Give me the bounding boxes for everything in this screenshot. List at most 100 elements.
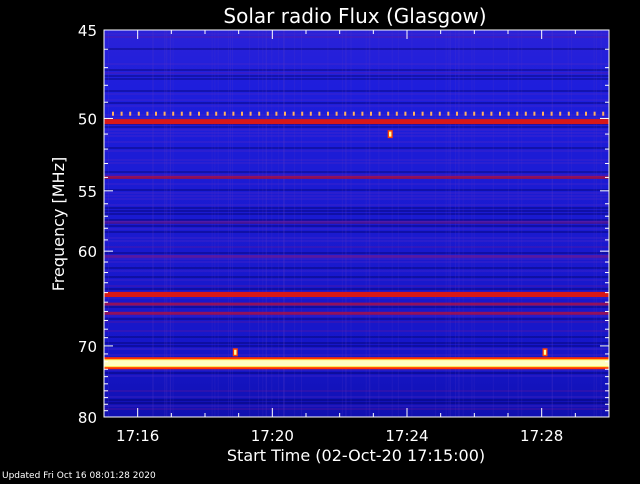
plot-area	[104, 30, 609, 417]
comb-dot	[378, 111, 381, 116]
interference-band	[104, 302, 609, 306]
texture-stripe	[104, 102, 609, 104]
comb-dot	[206, 111, 209, 116]
texture-stripe	[104, 117, 609, 119]
texture-stripe	[104, 207, 609, 209]
texture-stripe	[104, 162, 609, 164]
texture-stripe	[104, 141, 609, 143]
comb-dot	[172, 111, 175, 116]
y-tick-label: 80	[78, 409, 97, 427]
texture-stripe	[104, 72, 609, 74]
texture-stripe	[104, 375, 609, 377]
comb-dot	[335, 111, 338, 116]
comb-dot	[301, 111, 304, 116]
comb-dot	[327, 111, 329, 116]
texture-stripe	[104, 279, 609, 281]
comb-dot	[576, 111, 579, 116]
comb-dot	[258, 111, 261, 116]
comb-dot	[137, 111, 140, 116]
comb-dot	[404, 111, 407, 116]
comb-dot	[223, 111, 226, 116]
plot-frame	[103, 29, 610, 418]
comb-dot	[430, 111, 433, 116]
y-tick-label: 60	[78, 243, 97, 261]
y-tick-label: 50	[78, 110, 97, 128]
texture-stripe	[104, 159, 609, 161]
comb-dot	[232, 111, 235, 116]
texture-stripe	[104, 252, 609, 254]
burst-marker-core	[234, 349, 237, 355]
texture-stripe	[104, 369, 609, 371]
comb-dot	[559, 111, 562, 116]
texture-stripe	[104, 189, 609, 191]
comb-dot	[585, 111, 587, 116]
texture-stripe	[104, 408, 609, 410]
texture-stripe	[104, 372, 609, 374]
texture-stripe	[104, 345, 609, 347]
comb-dot	[215, 111, 218, 116]
texture-stripe	[104, 63, 609, 65]
x-tick-label: 17:24	[385, 427, 428, 445]
interference-band	[104, 220, 609, 224]
texture-stripe	[104, 237, 609, 239]
comb-dot	[516, 111, 519, 116]
comb-dot	[344, 111, 347, 116]
texture-stripe	[104, 225, 609, 227]
texture-stripe	[104, 132, 609, 134]
comb-dot	[567, 111, 570, 116]
comb-dot	[413, 111, 415, 116]
y-tick-label: 55	[78, 183, 97, 201]
texture-stripe	[104, 105, 609, 107]
interference-band	[104, 311, 609, 315]
x-axis-label: Start Time (02-Oct-20 17:15:00)	[227, 446, 485, 465]
texture-stripe	[104, 270, 609, 272]
texture-stripe	[104, 174, 609, 176]
comb-dot	[456, 111, 458, 116]
y-tick-label: 70	[78, 338, 97, 356]
texture-stripe	[104, 306, 609, 308]
texture-stripe	[104, 195, 609, 197]
comb-dot	[318, 111, 321, 116]
texture-stripe	[104, 297, 609, 299]
texture-stripe	[104, 354, 609, 356]
texture-stripe	[104, 261, 609, 263]
texture-stripe	[104, 114, 609, 116]
interference-band	[104, 360, 609, 367]
comb-dot	[180, 111, 183, 116]
comb-dot	[447, 111, 450, 116]
texture-stripe	[104, 171, 609, 173]
texture-stripe	[104, 318, 609, 320]
texture-stripe	[104, 402, 609, 404]
comb-dot	[284, 111, 286, 116]
comb-dot	[309, 111, 312, 116]
comb-dot	[438, 111, 441, 116]
comb-dot	[146, 111, 149, 116]
comb-dot	[189, 111, 192, 116]
texture-stripe	[104, 204, 609, 206]
comb-dot	[593, 111, 596, 116]
comb-dot	[155, 111, 157, 116]
texture-stripe	[104, 93, 609, 95]
x-tick-label: 17:28	[520, 427, 563, 445]
comb-dot	[387, 111, 390, 116]
x-tick-label: 17:16	[116, 427, 159, 445]
texture-stripe	[104, 69, 609, 71]
texture-stripe	[104, 336, 609, 338]
burst-markers	[232, 130, 548, 357]
y-axis-label: Frequency [MHz]	[49, 157, 68, 291]
texture-stripe	[104, 399, 609, 401]
texture-stripe	[104, 36, 609, 38]
comb-dot	[550, 111, 553, 116]
comb-dot	[129, 111, 132, 116]
texture-stripe	[104, 390, 609, 392]
comb-dot	[524, 111, 527, 116]
comb-dot	[464, 111, 467, 116]
texture-stripe	[104, 321, 609, 323]
comb-dot	[395, 111, 398, 116]
comb-dot	[292, 111, 295, 116]
texture-stripe	[104, 315, 609, 317]
comb-dot	[112, 111, 114, 116]
comb-dot	[533, 111, 536, 116]
texture-stripe	[104, 135, 609, 137]
